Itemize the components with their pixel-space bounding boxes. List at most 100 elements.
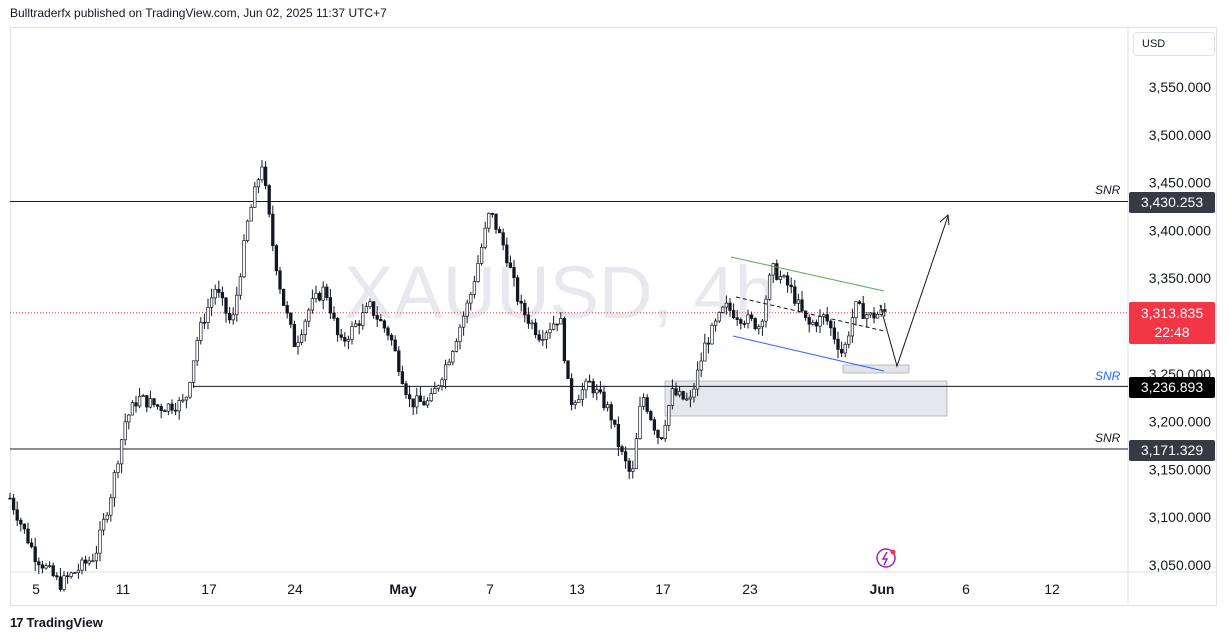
candle-body <box>112 472 117 499</box>
candle-body <box>119 439 124 465</box>
candle-body <box>400 371 405 385</box>
candle-body <box>47 565 52 568</box>
x-tick-label: 11 <box>116 581 131 597</box>
candle-body <box>793 286 797 304</box>
resistance-trendline <box>730 256 885 292</box>
candle-body <box>325 286 329 298</box>
candle-body <box>551 323 556 330</box>
publisher-caption: Bulltraderfx published on TradingView.co… <box>10 6 387 20</box>
candle-body <box>26 528 30 544</box>
candle-body <box>328 297 333 314</box>
candle-body <box>461 315 466 328</box>
candle-body <box>451 351 455 363</box>
candle-body <box>181 399 185 402</box>
candle-body <box>375 315 379 320</box>
candle-body <box>260 166 264 181</box>
candle-body <box>91 560 95 563</box>
candle-body <box>771 263 775 276</box>
candle-body <box>303 320 307 335</box>
candle-body <box>512 267 516 279</box>
candle-body <box>245 220 250 241</box>
candle-body <box>364 306 369 314</box>
candle-body <box>749 314 754 319</box>
candle-body <box>184 396 189 401</box>
candle-body <box>703 342 707 362</box>
candle-body <box>595 389 599 394</box>
candle-body <box>155 404 160 407</box>
level-price-tag-mid: 3,236.893 <box>1129 377 1215 398</box>
bar-countdown: 22:48 <box>1154 324 1190 340</box>
candle-body <box>296 342 300 347</box>
currency-label[interactable]: USD <box>1133 32 1215 56</box>
y-tick-label: 3,200.000 <box>1149 414 1211 430</box>
candle-body <box>65 575 70 578</box>
candle-body <box>242 240 246 278</box>
candle-body <box>573 402 577 405</box>
candle-body <box>728 302 732 311</box>
candle-body <box>562 318 567 362</box>
y-tick-label: 3,050.000 <box>1149 557 1211 573</box>
candle-body <box>839 349 844 354</box>
current-price-value: 3,313.835 <box>1140 305 1204 321</box>
candle-body <box>393 339 397 352</box>
x-tick-label: Jun <box>870 581 895 597</box>
candle-body <box>764 298 768 322</box>
candle-body <box>875 313 880 319</box>
candle-body <box>267 185 271 215</box>
demand-zones <box>664 364 948 417</box>
candle-body <box>685 398 689 401</box>
candle-body <box>638 405 642 439</box>
candle-body <box>667 405 671 426</box>
x-tick-label: 12 <box>1044 581 1060 597</box>
brand-footer[interactable]: 17 TradingView <box>10 615 103 630</box>
candle-body <box>713 320 718 326</box>
candle-body <box>537 334 541 341</box>
candle-body <box>350 326 354 340</box>
candle-body <box>641 397 646 407</box>
candle-body <box>724 302 729 308</box>
level-price-tag-bottom: 3,171.329 <box>1129 440 1215 461</box>
candle-body <box>821 314 826 317</box>
candle-body <box>883 309 887 312</box>
candle-body <box>37 561 41 566</box>
candle-body <box>508 262 513 268</box>
candle-body <box>166 403 171 412</box>
candle-body <box>15 509 19 521</box>
candle-body <box>868 312 873 316</box>
candlesticks <box>8 159 887 592</box>
candle-body <box>116 463 120 473</box>
candle-body <box>433 388 437 394</box>
candle-body <box>530 322 534 325</box>
candle-body <box>220 292 225 299</box>
candle-body <box>33 546 37 563</box>
candle-body <box>263 166 268 186</box>
candle-body <box>796 299 801 304</box>
candle-body <box>256 179 261 188</box>
candle-body <box>134 402 138 407</box>
candle-body <box>454 341 459 352</box>
y-tick-label: 3,100.000 <box>1149 509 1211 525</box>
candle-body <box>83 559 88 564</box>
candle-body <box>753 318 757 330</box>
candle-body <box>746 314 750 324</box>
candle-body <box>731 310 736 319</box>
y-tick-label: 3,150.000 <box>1149 461 1211 477</box>
candle-body <box>656 429 660 438</box>
current-price-tag: 3,313.835 22:48 <box>1129 302 1215 344</box>
x-tick-label: 5 <box>32 581 40 597</box>
candle-body <box>195 340 199 362</box>
candle-body <box>173 409 178 412</box>
candle-body <box>469 293 473 304</box>
candle-body <box>353 323 358 327</box>
candle-body <box>231 314 235 321</box>
candle-body <box>109 497 113 516</box>
candle-body <box>101 518 106 531</box>
candle-body <box>130 402 135 416</box>
candle-body <box>620 446 624 452</box>
candle-body <box>544 332 549 340</box>
candle-body <box>850 317 855 337</box>
candle-body <box>11 497 16 511</box>
candle-body <box>587 380 592 383</box>
candle-body <box>278 270 282 290</box>
